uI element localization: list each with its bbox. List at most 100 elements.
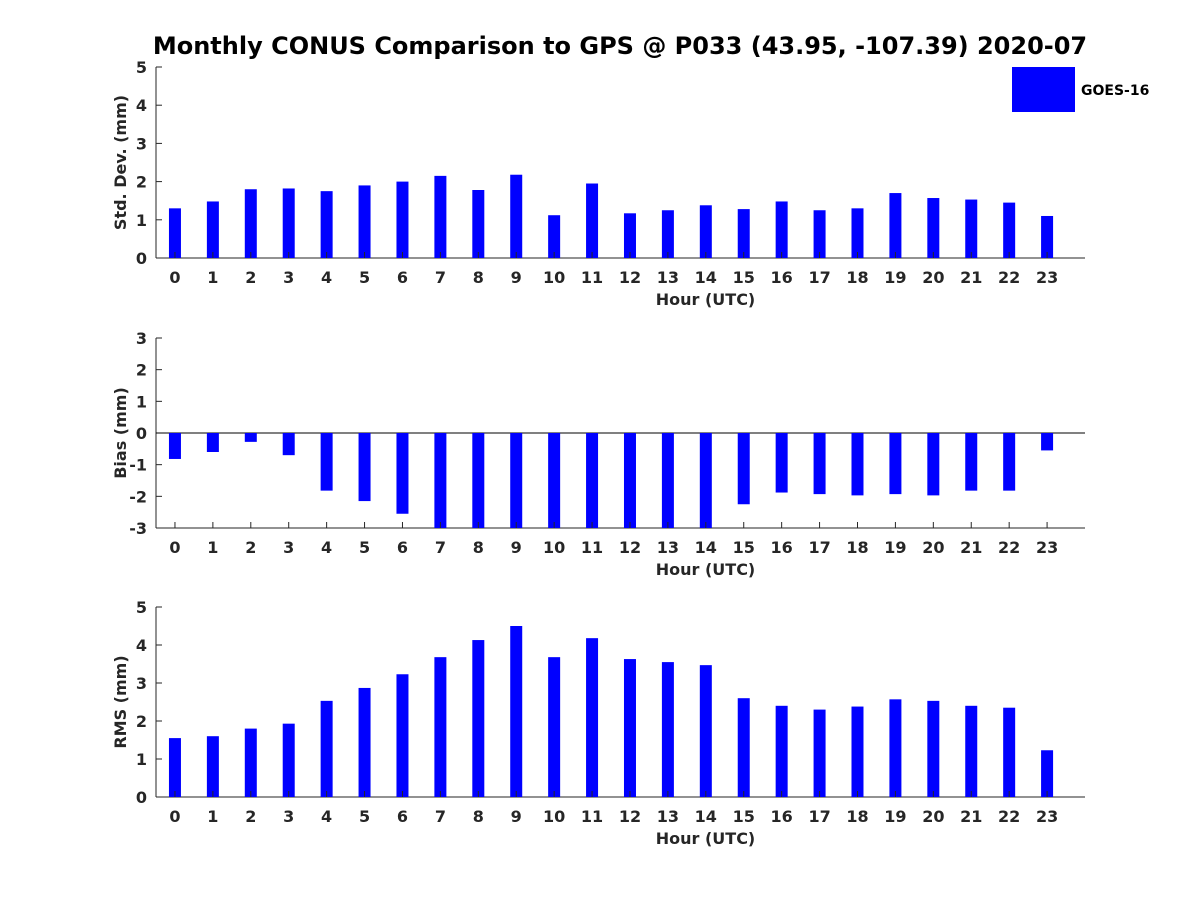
- x-axis-label: Hour (UTC): [656, 560, 756, 579]
- x-tick-label: 19: [884, 268, 906, 287]
- bar: [510, 626, 523, 797]
- y-tick-label: 3: [136, 134, 147, 153]
- bar: [661, 662, 674, 797]
- x-tick-label: 20: [922, 807, 944, 826]
- bar: [965, 705, 978, 797]
- bar: [510, 174, 523, 258]
- bar: [320, 700, 333, 797]
- y-axis-label: Bias (mm): [111, 387, 130, 479]
- x-tick-label: 0: [169, 268, 180, 287]
- bar: [927, 433, 940, 496]
- bar: [851, 208, 864, 258]
- bar: [623, 433, 636, 528]
- bar: [699, 433, 712, 528]
- bar: [699, 665, 712, 797]
- y-tick-label: 4: [136, 636, 147, 655]
- y-tick-label: 3: [136, 674, 147, 693]
- bar: [548, 657, 561, 797]
- x-tick-label: 2: [245, 807, 256, 826]
- bar: [737, 433, 750, 505]
- y-tick-label: 0: [136, 788, 147, 807]
- x-tick-label: 8: [473, 538, 484, 557]
- bar: [661, 433, 674, 528]
- x-tick-label: 0: [169, 538, 180, 557]
- bar: [168, 433, 181, 459]
- bar: [206, 736, 219, 797]
- bar: [434, 433, 447, 528]
- bar: [472, 190, 485, 258]
- x-tick-label: 8: [473, 268, 484, 287]
- x-tick-label: 11: [581, 807, 603, 826]
- bar: [623, 213, 636, 258]
- bar: [206, 433, 219, 452]
- x-tick-label: 14: [695, 807, 717, 826]
- bar: [510, 433, 523, 528]
- bar: [358, 433, 371, 502]
- x-tick-label: 1: [207, 268, 218, 287]
- y-axis-label: RMS (mm): [111, 655, 130, 748]
- x-tick-label: 4: [321, 807, 332, 826]
- x-tick-label: 14: [695, 538, 717, 557]
- bar: [358, 185, 371, 258]
- bar: [775, 705, 788, 797]
- bar: [889, 699, 902, 797]
- bar: [396, 433, 409, 514]
- x-tick-label: 6: [397, 538, 408, 557]
- x-tick-label: 13: [657, 807, 679, 826]
- bar: [1003, 707, 1016, 797]
- bar: [168, 738, 181, 797]
- x-tick-label: 6: [397, 268, 408, 287]
- bar: [965, 199, 978, 258]
- x-tick-label: 18: [846, 807, 868, 826]
- x-tick-label: 18: [846, 538, 868, 557]
- bar: [358, 687, 371, 797]
- x-tick-label: 17: [808, 268, 830, 287]
- x-tick-label: 10: [543, 807, 565, 826]
- bar: [737, 209, 750, 258]
- bar: [472, 640, 485, 797]
- x-tick-label: 18: [846, 268, 868, 287]
- bar: [965, 433, 978, 491]
- x-tick-label: 13: [657, 538, 679, 557]
- y-tick-label: 2: [136, 173, 147, 192]
- x-tick-label: 13: [657, 268, 679, 287]
- x-tick-label: 19: [884, 807, 906, 826]
- x-tick-label: 3: [283, 807, 294, 826]
- bar: [775, 433, 788, 493]
- bar: [472, 433, 485, 528]
- legend-swatch: [1012, 67, 1075, 112]
- x-tick-label: 9: [511, 268, 522, 287]
- x-tick-label: 4: [321, 268, 332, 287]
- x-tick-label: 15: [733, 807, 755, 826]
- bar: [813, 433, 826, 495]
- y-tick-label: 5: [136, 598, 147, 617]
- x-tick-label: 23: [1036, 538, 1058, 557]
- bar: [889, 193, 902, 258]
- bar: [851, 433, 864, 496]
- y-tick-label: 3: [136, 329, 147, 348]
- x-tick-label: 5: [359, 268, 370, 287]
- x-tick-label: 7: [435, 268, 446, 287]
- x-tick-label: 20: [922, 538, 944, 557]
- x-tick-label: 9: [511, 807, 522, 826]
- legend-label: GOES-16: [1081, 83, 1149, 99]
- x-tick-label: 23: [1036, 807, 1058, 826]
- x-tick-label: 15: [733, 538, 755, 557]
- x-tick-label: 6: [397, 807, 408, 826]
- y-tick-label: -1: [129, 456, 147, 475]
- x-tick-label: 22: [998, 538, 1020, 557]
- bar: [927, 198, 940, 258]
- bar: [244, 189, 257, 258]
- x-tick-label: 8: [473, 807, 484, 826]
- x-axis-label: Hour (UTC): [656, 290, 756, 309]
- bar: [1041, 433, 1054, 451]
- x-tick-label: 3: [283, 268, 294, 287]
- x-tick-label: 3: [283, 538, 294, 557]
- x-tick-label: 19: [884, 538, 906, 557]
- figure-title: Monthly CONUS Comparison to GPS @ P033 (…: [153, 32, 1087, 60]
- x-tick-label: 7: [435, 807, 446, 826]
